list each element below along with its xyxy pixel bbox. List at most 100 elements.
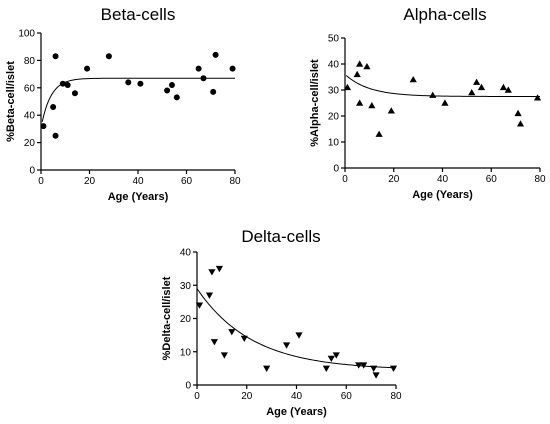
alpha-cells-x-tick-label: 20	[388, 174, 400, 185]
beta-cells-data-point	[40, 123, 47, 130]
delta-cells-data-point	[205, 292, 214, 299]
beta-cells-data-point	[59, 80, 66, 87]
alpha-cells-y-tick-label: 30	[328, 86, 340, 97]
delta-cells-data-point	[210, 339, 219, 346]
alpha-cells-data-point	[477, 83, 486, 91]
delta-cells-panel: Delta-cells 0 20 40 60 80 0 10 20 30 40 Age (Years)…	[161, 227, 402, 418]
alpha-cells-x-tick-label: 40	[437, 174, 449, 185]
beta-cells-data-point	[210, 88, 217, 95]
alpha-cells-data-point	[516, 120, 525, 127]
beta-cells-data-point	[84, 65, 91, 72]
delta-cells-x-tick-label: 80	[390, 391, 402, 402]
alpha-cells-x-tick-label: 80	[534, 174, 546, 185]
alpha-cells-data-point	[356, 60, 364, 67]
beta-cells-title: Beta-cells	[101, 5, 176, 24]
beta-cells-data-point	[195, 65, 202, 72]
delta-cells-data-point	[228, 329, 236, 336]
alpha-cells-data-point	[363, 63, 371, 70]
alpha-cells-data-point	[429, 91, 437, 98]
delta-cells-data-point	[322, 365, 330, 372]
delta-cells-data-point	[295, 332, 303, 339]
beta-cells-y-tick-label: 0	[29, 166, 35, 177]
beta-cells-data-point	[64, 82, 71, 89]
alpha-cells-y-tick-label: 20	[328, 112, 340, 123]
beta-cells-x-tick-label: 40	[132, 176, 144, 187]
alpha-cells-data-point	[533, 94, 542, 101]
delta-cells-data-point	[195, 302, 204, 309]
alpha-cells-data-point	[409, 76, 417, 83]
alpha-cells-data-point	[514, 109, 522, 117]
beta-cells-data-point	[229, 65, 236, 72]
alpha-cells-panel: Alpha-cells 0 20 40 60 80 0 10 20 30 40 50 Age (Year…	[309, 5, 546, 201]
delta-cells-data-point	[240, 335, 248, 343]
beta-cells-data-point	[105, 53, 112, 60]
beta-cells-x-tick-label: 60	[181, 176, 193, 187]
delta-cells-data-point	[389, 365, 398, 372]
delta-cells-data-point	[215, 265, 223, 273]
delta-cells-x-tick-label: 60	[341, 391, 353, 402]
beta-cells-data-point	[50, 103, 57, 110]
delta-cells-data-point	[370, 365, 378, 372]
beta-cells-y-tick-label: 20	[24, 138, 36, 149]
delta-cells-y-tick-label: 20	[180, 314, 192, 325]
alpha-cells-data-point	[343, 83, 352, 91]
delta-cells-data-point	[220, 352, 228, 359]
beta-cells-data-point	[212, 51, 219, 58]
beta-cells-data-point	[137, 80, 144, 87]
beta-cells-y-tick-label: 40	[24, 111, 36, 122]
beta-cells-x-tick-label: 80	[229, 176, 241, 187]
alpha-cells-data-point	[375, 130, 383, 137]
beta-cells-data-point	[168, 82, 175, 89]
alpha-cells-data-point	[504, 86, 512, 93]
delta-cells-data-point	[327, 355, 335, 362]
beta-cells-x-tick-label: 20	[84, 176, 96, 187]
beta-cells-data-point	[164, 87, 171, 94]
delta-cells-x-axis-label: Age (Years)	[266, 406, 327, 418]
delta-cells-y-axis-label: %Delta-cell/islet	[161, 276, 173, 360]
delta-cells-data-point	[332, 352, 340, 359]
delta-cells-data-point	[208, 269, 216, 276]
alpha-cells-x-axis-label: Age (Years)	[412, 189, 473, 201]
delta-cells-x-tick-label: 40	[291, 391, 303, 402]
alpha-cells-y-axis-label: %Alpha-cell/islet	[309, 59, 321, 147]
alpha-cells-data-point	[468, 89, 476, 96]
alpha-cells-data-point	[356, 99, 364, 106]
beta-cells-data-point	[200, 75, 207, 82]
beta-cells-data-point	[52, 53, 59, 60]
beta-cells-y-tick-label: 60	[24, 83, 36, 94]
alpha-cells-y-tick-label: 10	[328, 138, 340, 149]
delta-cells-data-point	[360, 362, 368, 369]
delta-cells-fit-curve	[196, 288, 397, 369]
beta-cells-x-axis-label: Age (Years)	[108, 191, 169, 203]
delta-cells-data-point	[263, 365, 271, 372]
alpha-cells-data-point	[368, 102, 376, 109]
alpha-cells-y-tick-label: 40	[328, 60, 340, 71]
alpha-cells-y-tick-label: 0	[333, 164, 339, 175]
alpha-cells-data-point	[387, 107, 395, 114]
alpha-cells-data-point	[441, 99, 449, 106]
beta-cells-y-axis-label: %Beta-cell/islet	[5, 61, 17, 142]
alpha-cells-data-point	[353, 70, 361, 78]
beta-cells-panel: Beta-cells 0 20 40 60 80 0 20 40 60 80 100 Age (Year…	[5, 5, 241, 203]
alpha-cells-fit-curve	[345, 75, 540, 97]
delta-cells-x-tick-label: 0	[194, 391, 200, 402]
alpha-cells-x-tick-label: 0	[342, 174, 348, 185]
beta-cells-data-point	[173, 94, 180, 101]
alpha-cells-data-point	[473, 78, 481, 85]
beta-cells-data-point	[125, 79, 132, 86]
beta-cells-data-point	[71, 90, 78, 97]
alpha-cells-y-tick-label: 50	[328, 34, 340, 45]
alpha-cells-data-point	[499, 83, 508, 91]
delta-cells-data-point	[372, 372, 380, 379]
alpha-cells-title: Alpha-cells	[403, 5, 486, 24]
beta-cells-data-point	[52, 132, 59, 139]
beta-cells-x-tick-label: 0	[38, 176, 44, 187]
delta-cells-y-tick-label: 30	[180, 281, 192, 292]
beta-cells-y-tick-label: 80	[24, 56, 36, 67]
delta-cells-x-tick-label: 20	[241, 391, 253, 402]
delta-cells-y-tick-label: 0	[185, 381, 191, 392]
delta-cells-y-tick-label: 10	[180, 347, 192, 358]
alpha-cells-x-tick-label: 60	[486, 174, 498, 185]
delta-cells-title: Delta-cells	[241, 227, 320, 246]
